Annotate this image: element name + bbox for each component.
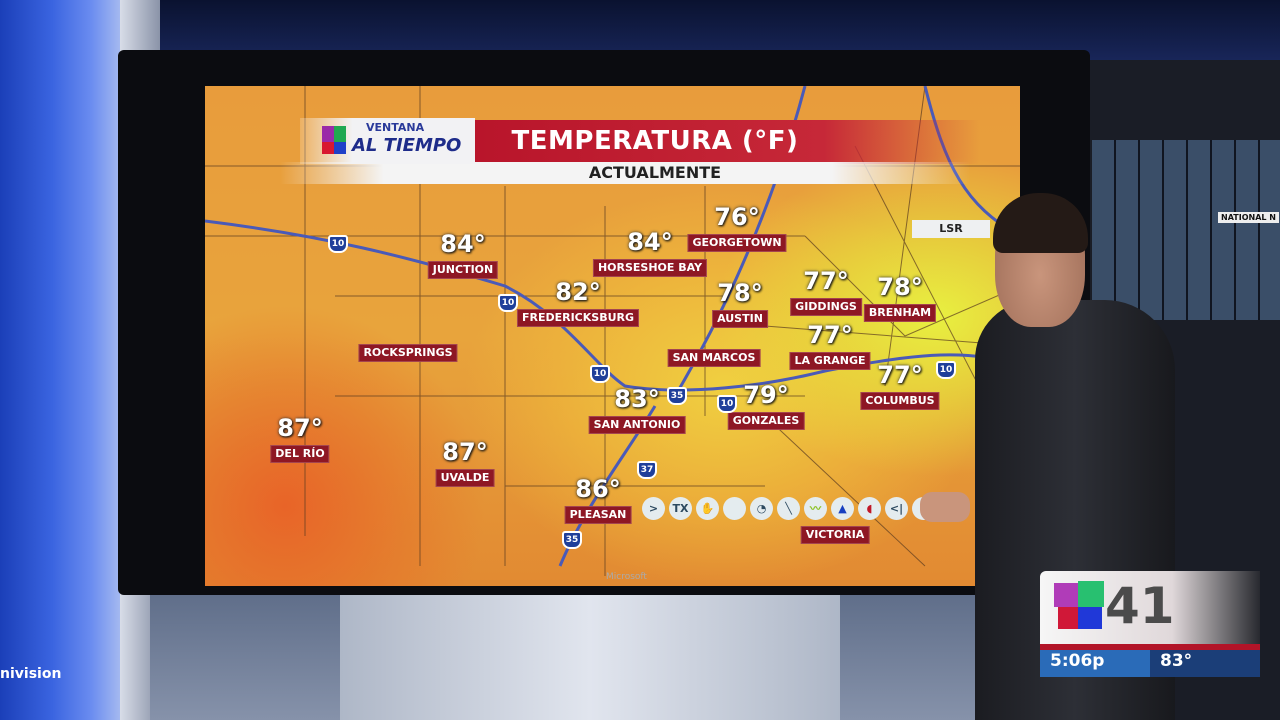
- city-temperature: 84°: [440, 230, 486, 258]
- monitor-wall: [1092, 140, 1280, 320]
- city-label: SAN MARCOS: [667, 349, 761, 367]
- city-label: AUSTIN: [712, 310, 768, 328]
- interstate-shield: 10: [717, 395, 737, 413]
- city-temperature: 82°: [555, 278, 601, 306]
- interstate-shield: 37: [637, 461, 657, 479]
- pen-icon[interactable]: ╲: [777, 497, 800, 520]
- city-label: SAN ANTONIO: [588, 416, 686, 434]
- map-title: TEMPERATURA (°F): [511, 126, 799, 156]
- city-label: GIDDINGS: [790, 298, 862, 316]
- city-label: ROCKSPRINGS: [358, 344, 458, 362]
- city-label: PLEASAN: [564, 506, 632, 524]
- city-temperature: 83°: [614, 385, 660, 413]
- touch-toolbar: >TX✋◔╲〰▲◖<|?•: [642, 497, 962, 520]
- presenter-hand: [920, 492, 970, 522]
- blank-icon[interactable]: [723, 497, 746, 520]
- front-icon[interactable]: 〰: [804, 497, 827, 520]
- city-label: LA GRANGE: [789, 352, 871, 370]
- city-temperature: 84°: [627, 228, 673, 256]
- interstate-shield: 35: [562, 531, 582, 549]
- univision-logo-icon: [322, 126, 346, 154]
- hand-icon[interactable]: ✋: [696, 497, 719, 520]
- interstate-shield: 10: [936, 361, 956, 379]
- city-temperature: 86°: [575, 475, 621, 503]
- title-bar: [460, 120, 980, 164]
- city-label: VICTORIA: [800, 526, 870, 544]
- brand-top: VENTANA: [366, 121, 425, 134]
- city-label: COLUMBUS: [860, 392, 940, 410]
- city-label: JUNCTION: [427, 261, 499, 279]
- interstate-shield: 10: [498, 294, 518, 312]
- interstate-shield: 10: [328, 235, 348, 253]
- interstate-10: [205, 219, 1020, 392]
- bug-time: 5:06p: [1050, 651, 1105, 671]
- bug-temperature: 83°: [1160, 651, 1193, 671]
- city-temperature: 77°: [877, 361, 923, 389]
- city-temperature: 78°: [877, 273, 923, 301]
- channel-number: 41: [1105, 577, 1175, 635]
- city-label: DEL RÍO: [270, 445, 330, 463]
- city-label: GONZALES: [727, 412, 805, 430]
- monitor-stand: [340, 585, 840, 720]
- city-temperature: 77°: [803, 267, 849, 295]
- toolbar-button[interactable]: >: [642, 497, 665, 520]
- bug-info-bar: [1040, 650, 1260, 677]
- city-temperature: 78°: [717, 279, 763, 307]
- city-temperature: 87°: [277, 414, 323, 442]
- city-temperature: 76°: [714, 203, 760, 231]
- brand-bottom: AL TIEMPO: [352, 135, 462, 156]
- city-label: HORSESHOE BAY: [592, 259, 708, 277]
- univision-logo-icon: [1054, 581, 1104, 629]
- city-label: FREDERICKSBURG: [516, 309, 640, 327]
- background-monitor-text: NATIONAL N: [1218, 212, 1279, 224]
- city-label: GEORGETOWN: [687, 234, 787, 252]
- lsr-label: LSR: [912, 220, 990, 238]
- warm-front-icon[interactable]: ◖: [858, 497, 881, 520]
- map-subtitle: ACTUALMENTE: [588, 163, 722, 182]
- interstate-shield: 35: [667, 387, 687, 405]
- cold-front-icon[interactable]: ▲: [831, 497, 854, 520]
- bug-accent-stripe: [1040, 644, 1260, 650]
- city-label: BRENHAM: [863, 304, 937, 322]
- presenter-hair: [993, 193, 1088, 253]
- subtitle-bar: [280, 162, 970, 184]
- city-label: UVALDE: [435, 469, 495, 487]
- station-bug: [1040, 571, 1260, 644]
- city-temperature: 77°: [807, 321, 853, 349]
- city-temperature: 79°: [743, 381, 789, 409]
- toolbar-button[interactable]: <|: [885, 497, 908, 520]
- ventana-al-tiempo-logo: [300, 118, 475, 164]
- studio-wall-text: nivision: [0, 666, 62, 682]
- monitor-brand: Microsoft: [606, 572, 647, 582]
- toolbar-button[interactable]: TX: [669, 497, 692, 520]
- city-temperature: 87°: [442, 438, 488, 466]
- studio-wall-left: [0, 0, 130, 720]
- radar-icon[interactable]: ◔: [750, 497, 773, 520]
- interstate-shield: 10: [590, 365, 610, 383]
